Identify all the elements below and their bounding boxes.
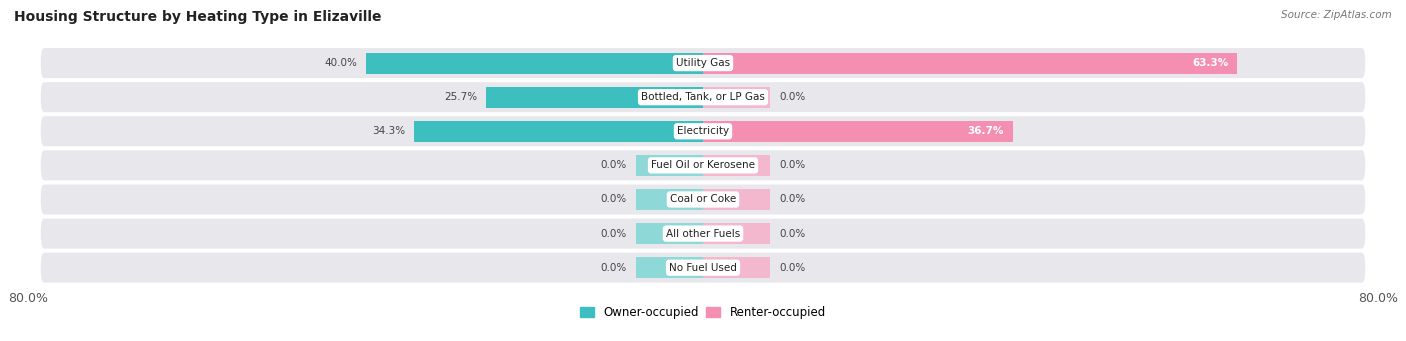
Bar	[703, 257, 770, 278]
Text: 0.0%: 0.0%	[779, 228, 806, 239]
Text: Electricity: Electricity	[676, 126, 730, 136]
Text: 36.7%: 36.7%	[967, 126, 1004, 136]
Bar	[413, 121, 703, 142]
Text: 0.0%: 0.0%	[779, 263, 806, 273]
Bar	[636, 223, 703, 244]
Text: 25.7%: 25.7%	[444, 92, 478, 102]
Text: 40.0%: 40.0%	[325, 58, 357, 68]
Bar	[486, 87, 703, 108]
FancyBboxPatch shape	[41, 184, 1365, 214]
Legend: Owner-occupied, Renter-occupied: Owner-occupied, Renter-occupied	[575, 302, 831, 324]
Text: 0.0%: 0.0%	[779, 92, 806, 102]
Text: 0.0%: 0.0%	[600, 194, 627, 205]
Bar	[703, 189, 770, 210]
FancyBboxPatch shape	[41, 48, 1365, 78]
Text: No Fuel Used: No Fuel Used	[669, 263, 737, 273]
Text: Fuel Oil or Kerosene: Fuel Oil or Kerosene	[651, 160, 755, 170]
Bar	[703, 53, 1237, 74]
Text: 0.0%: 0.0%	[779, 194, 806, 205]
Text: Housing Structure by Heating Type in Elizaville: Housing Structure by Heating Type in Eli…	[14, 10, 381, 24]
Text: 0.0%: 0.0%	[600, 228, 627, 239]
FancyBboxPatch shape	[41, 150, 1365, 180]
Text: Utility Gas: Utility Gas	[676, 58, 730, 68]
Text: All other Fuels: All other Fuels	[666, 228, 740, 239]
Text: 0.0%: 0.0%	[600, 263, 627, 273]
Text: 0.0%: 0.0%	[600, 160, 627, 170]
Bar	[703, 87, 770, 108]
Bar	[703, 121, 1012, 142]
FancyBboxPatch shape	[41, 116, 1365, 146]
FancyBboxPatch shape	[41, 82, 1365, 112]
Text: Coal or Coke: Coal or Coke	[669, 194, 737, 205]
Bar	[703, 223, 770, 244]
Bar	[636, 155, 703, 176]
Bar	[366, 53, 703, 74]
Bar	[703, 155, 770, 176]
FancyBboxPatch shape	[41, 253, 1365, 283]
Text: Bottled, Tank, or LP Gas: Bottled, Tank, or LP Gas	[641, 92, 765, 102]
FancyBboxPatch shape	[41, 219, 1365, 249]
Text: Source: ZipAtlas.com: Source: ZipAtlas.com	[1281, 10, 1392, 20]
Text: 63.3%: 63.3%	[1192, 58, 1229, 68]
Bar	[636, 257, 703, 278]
Text: 34.3%: 34.3%	[373, 126, 405, 136]
Text: 0.0%: 0.0%	[779, 160, 806, 170]
Bar	[636, 189, 703, 210]
